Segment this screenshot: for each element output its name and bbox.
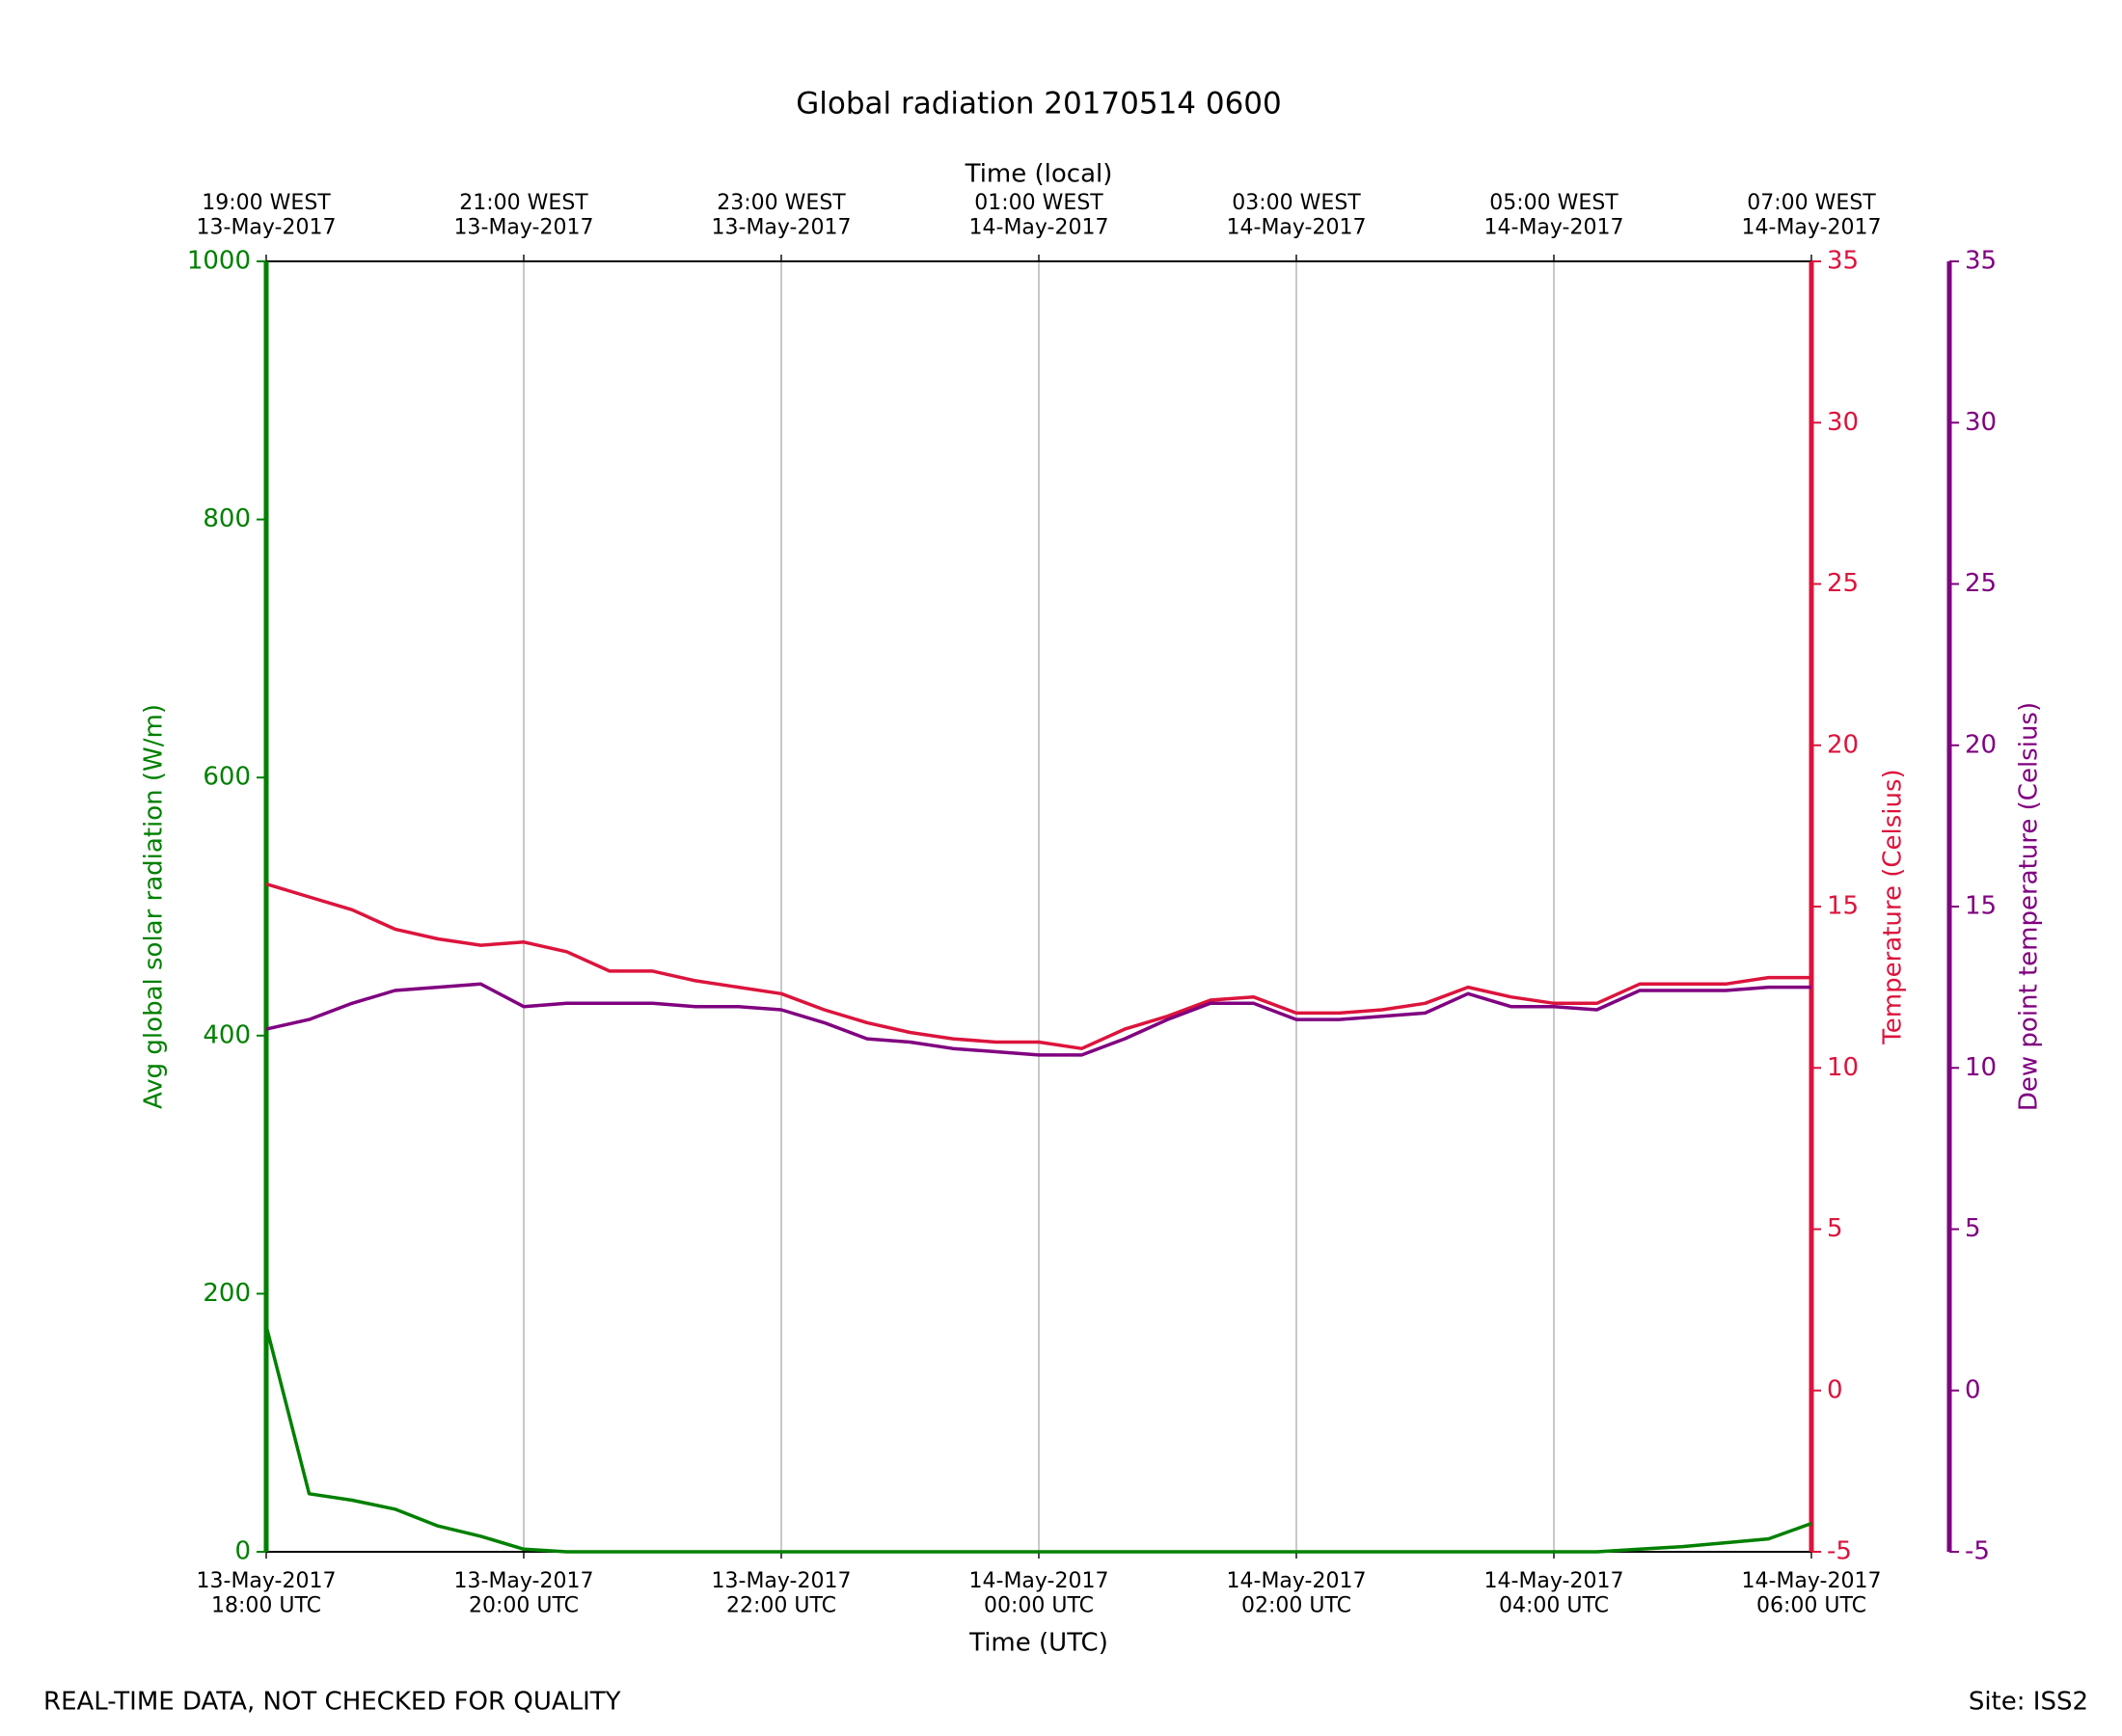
x-tick-label: 14-May-2017 06:00 UTC <box>1742 1569 1882 1617</box>
y3-axis-label: Dew point temperature (Celsius) <box>2015 702 2044 1111</box>
series-line <box>265 982 1811 1057</box>
y-tick-label: 0 <box>234 1537 251 1566</box>
x2-tick-label: 23:00 WEST 13-May-2017 <box>712 191 852 239</box>
y3-tick-label: 0 <box>1965 1375 1981 1404</box>
y2-tick-label: 35 <box>1827 247 1859 276</box>
x-tick-label: 14-May-2017 02:00 UTC <box>1227 1569 1367 1617</box>
chart-title: Global radiation 20170514 0600 <box>796 87 1282 122</box>
x2-tick-label: 21:00 WEST 13-May-2017 <box>454 191 594 239</box>
x2-tick-label: 03:00 WEST 14-May-2017 <box>1227 191 1367 239</box>
y3-tick-label: 20 <box>1965 730 1997 759</box>
y2-tick-label: 10 <box>1827 1053 1859 1082</box>
y-axis-label: Avg global solar radiation (W/m) <box>140 704 169 1109</box>
y-tick-label: 400 <box>203 1020 251 1049</box>
y3-tick-label: 10 <box>1965 1053 1997 1082</box>
y2-tick-label: 30 <box>1827 408 1859 437</box>
series-line <box>265 882 1811 1050</box>
y-tick-label: 600 <box>203 763 251 792</box>
y2-tick-label: 25 <box>1827 569 1859 598</box>
x-tick-label: 13-May-2017 20:00 UTC <box>454 1569 594 1617</box>
series-line <box>264 1325 1812 1554</box>
x2-tick-label: 19:00 WEST 13-May-2017 <box>197 191 337 239</box>
y2-tick-label: 5 <box>1827 1214 1843 1243</box>
y-tick-label: 200 <box>203 1279 251 1308</box>
y-tick-label: 800 <box>203 504 251 533</box>
x2-tick-label: 01:00 WEST 14-May-2017 <box>969 191 1109 239</box>
y-tick-label: 1000 <box>187 247 251 276</box>
x2-axis-label: Time (local) <box>965 160 1113 189</box>
y2-axis-label: Temperature (Celsius) <box>1879 769 1908 1044</box>
y2-tick-label: 0 <box>1827 1375 1843 1404</box>
y3-tick-label: 5 <box>1965 1214 1981 1243</box>
y3-tick-label: -5 <box>1965 1537 1990 1566</box>
site-label: Site: ISS2 <box>1969 1688 2088 1717</box>
y3-tick-label: 30 <box>1965 408 1997 437</box>
x-tick-label: 13-May-2017 22:00 UTC <box>712 1569 852 1617</box>
x2-tick-label: 05:00 WEST 14-May-2017 <box>1484 191 1624 239</box>
y2-tick-label: 20 <box>1827 730 1859 759</box>
x-tick-label: 14-May-2017 00:00 UTC <box>969 1569 1109 1617</box>
x2-tick-label: 07:00 WEST 14-May-2017 <box>1742 191 1882 239</box>
footer-note: REAL-TIME DATA, NOT CHECKED FOR QUALITY <box>43 1688 621 1717</box>
x-axis-label: Time (UTC) <box>968 1629 1108 1658</box>
y2-tick-label: -5 <box>1827 1537 1852 1566</box>
y2-tick-label: 15 <box>1827 892 1859 921</box>
x-tick-label: 14-May-2017 04:00 UTC <box>1484 1569 1624 1617</box>
x-tick-label: 13-May-2017 18:00 UTC <box>197 1569 337 1617</box>
y3-tick-label: 35 <box>1965 247 1997 276</box>
y3-tick-label: 25 <box>1965 569 1997 598</box>
y3-tick-label: 15 <box>1965 892 1997 921</box>
